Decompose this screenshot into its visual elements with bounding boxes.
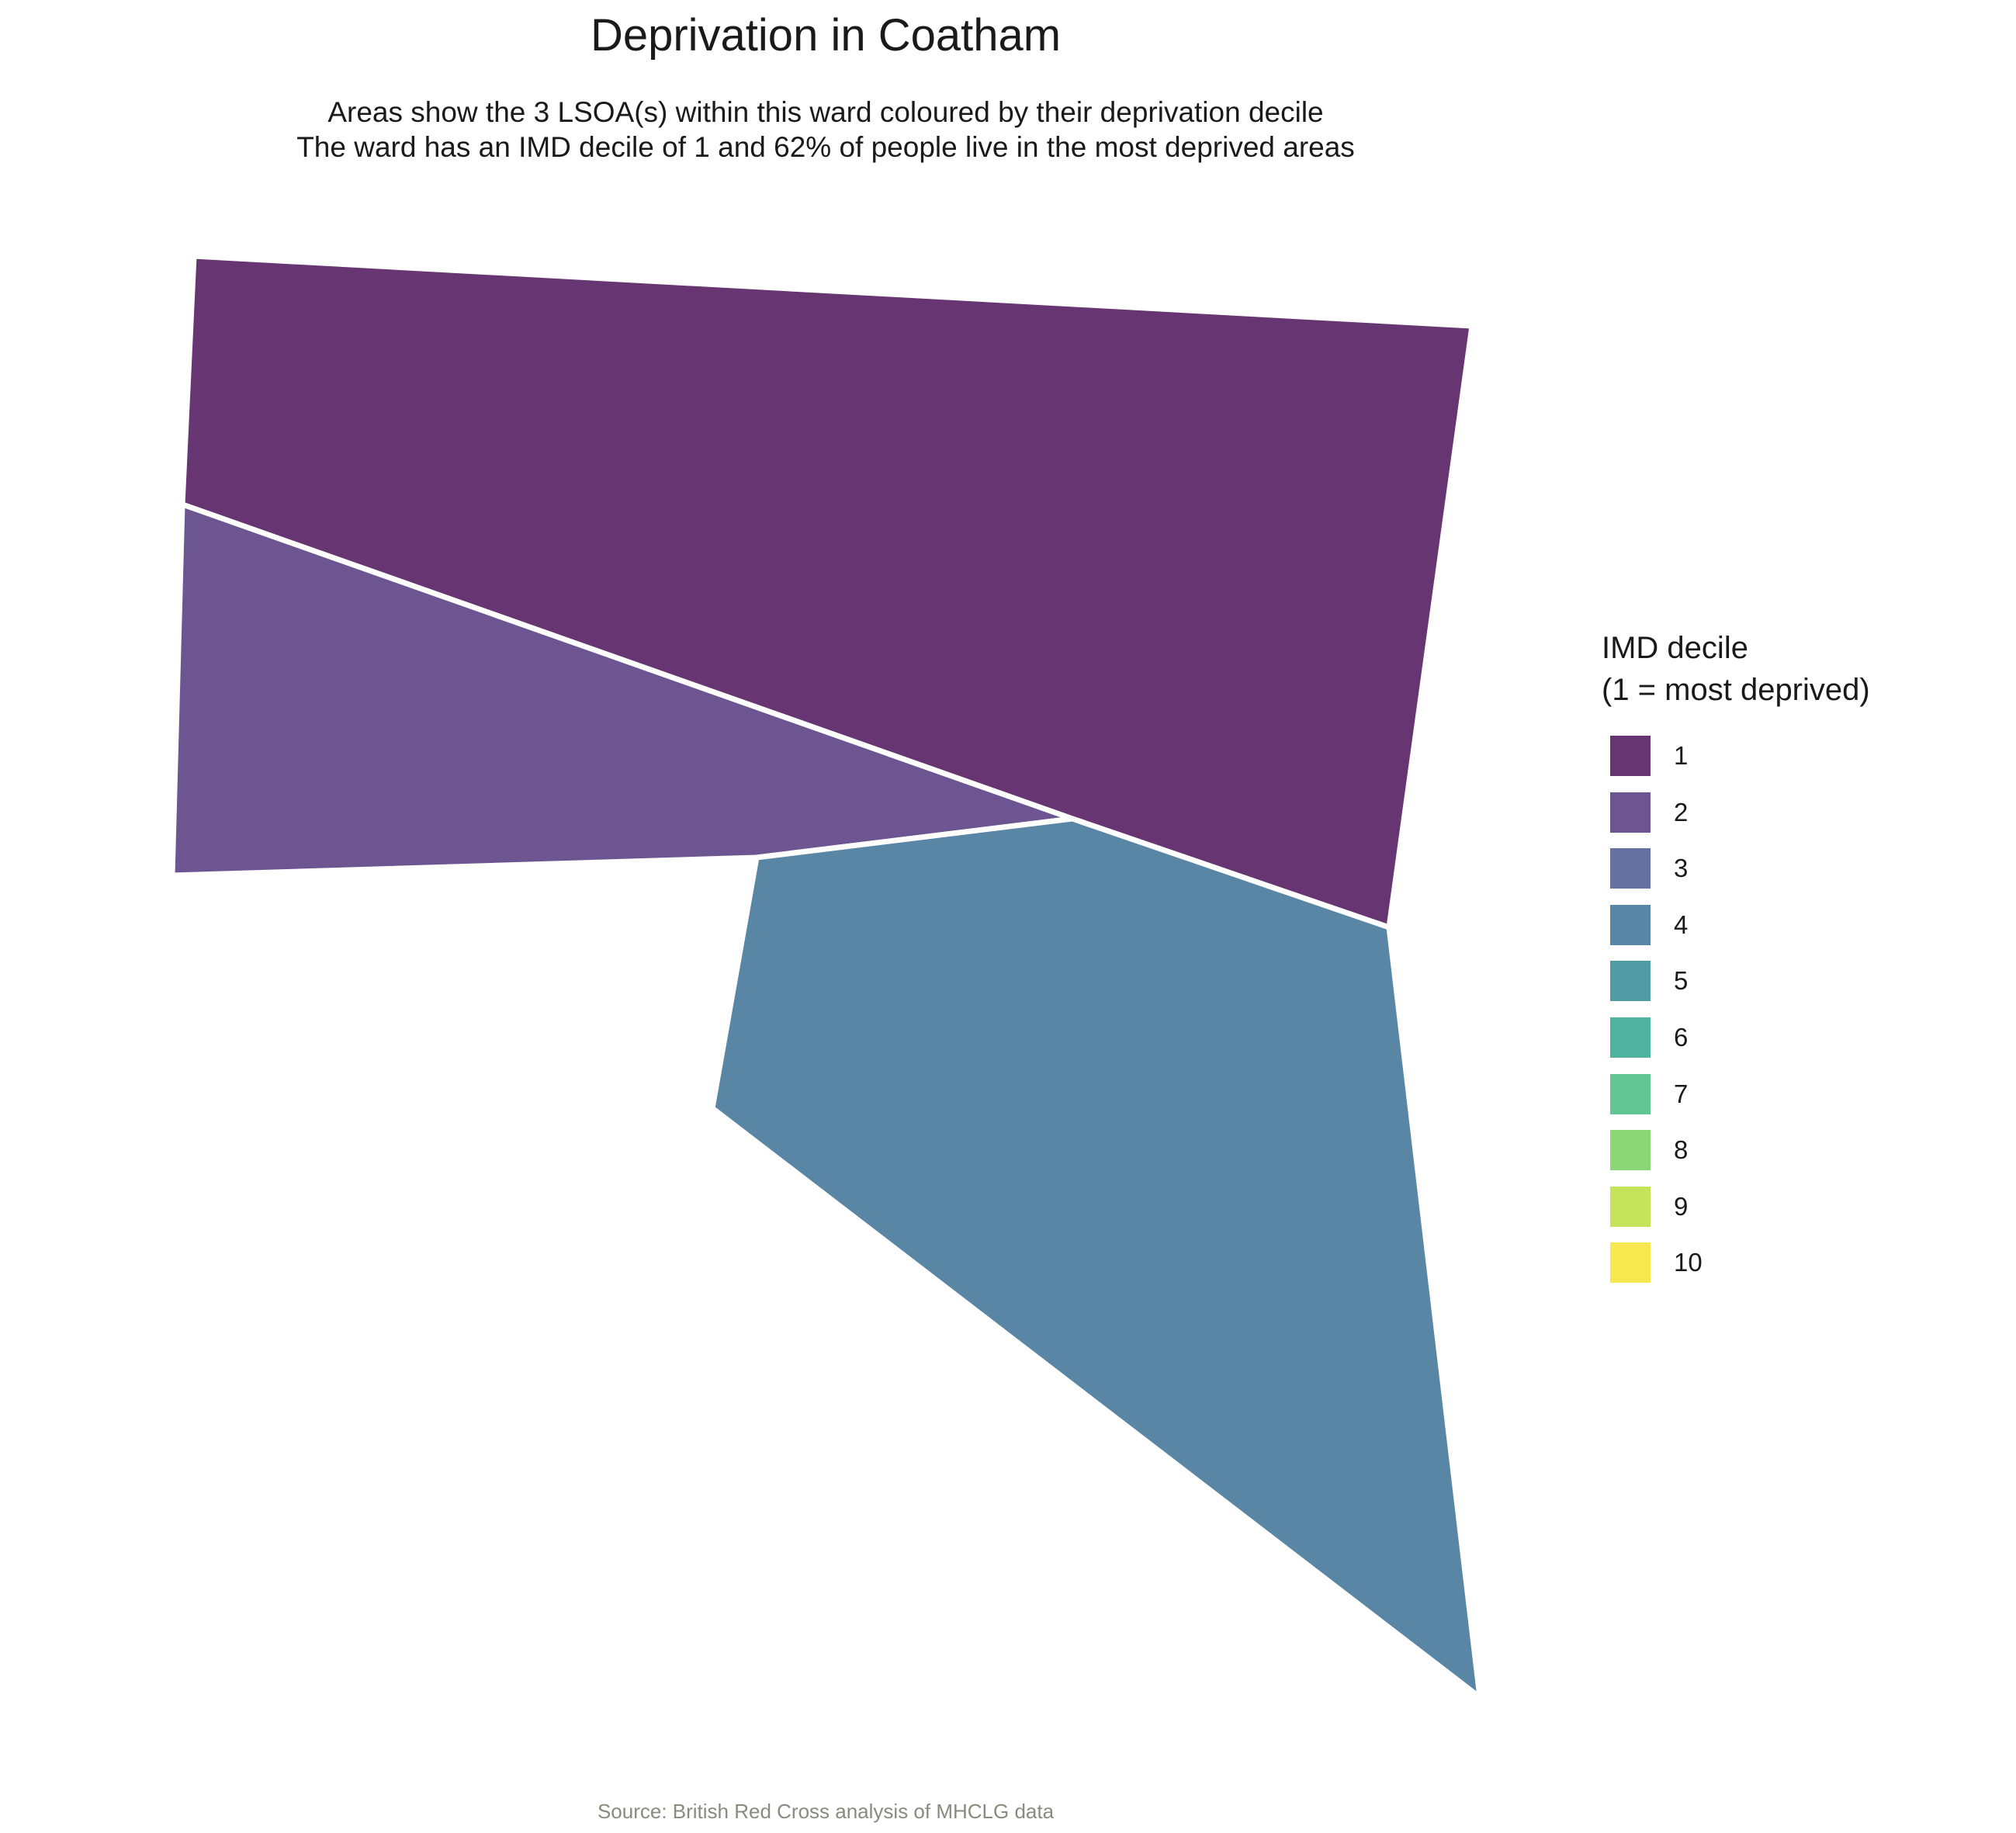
- legend-label-6: 6: [1674, 1023, 1689, 1052]
- legend-title-line-2: (1 = most deprived): [1602, 673, 1870, 707]
- legend-title: IMD decile (1 = most deprived): [1602, 627, 1870, 711]
- source-caption: Source: British Red Cross analysis of MH…: [597, 1800, 1055, 1823]
- map-title: Deprivation in Coatham: [590, 10, 1062, 61]
- legend-label-7: 7: [1674, 1079, 1689, 1108]
- legend-label-4: 4: [1674, 910, 1689, 939]
- legend-swatch-1: [1610, 736, 1651, 776]
- legend-swatch-9: [1610, 1187, 1651, 1227]
- map-subtitle-line-2: The ward has an IMD decile of 1 and 62% …: [296, 131, 1355, 163]
- legend-label-8: 8: [1674, 1135, 1689, 1164]
- legend-label-1: 1: [1674, 741, 1689, 770]
- legend-swatch-8: [1610, 1130, 1651, 1170]
- legend-swatch-10: [1610, 1242, 1651, 1283]
- legend-swatch-4: [1610, 905, 1651, 945]
- legend-label-9: 9: [1674, 1192, 1689, 1221]
- legend-swatch-6: [1610, 1017, 1651, 1058]
- legend-label-10: 10: [1674, 1248, 1703, 1277]
- legend-title-line-1: IMD decile: [1602, 631, 1748, 665]
- legend-label-5: 5: [1674, 966, 1689, 995]
- legend-swatch-5: [1610, 961, 1651, 1001]
- legend-swatch-2: [1610, 792, 1651, 833]
- legend-swatch-3: [1610, 848, 1651, 889]
- map-subtitle-line-1: Areas show the 3 LSOA(s) within this war…: [327, 96, 1324, 128]
- lsoa-area-decile-4: [709, 816, 1483, 1700]
- legend-swatch-7: [1610, 1074, 1651, 1114]
- legend-label-2: 2: [1674, 798, 1689, 826]
- legend-label-3: 3: [1674, 854, 1689, 882]
